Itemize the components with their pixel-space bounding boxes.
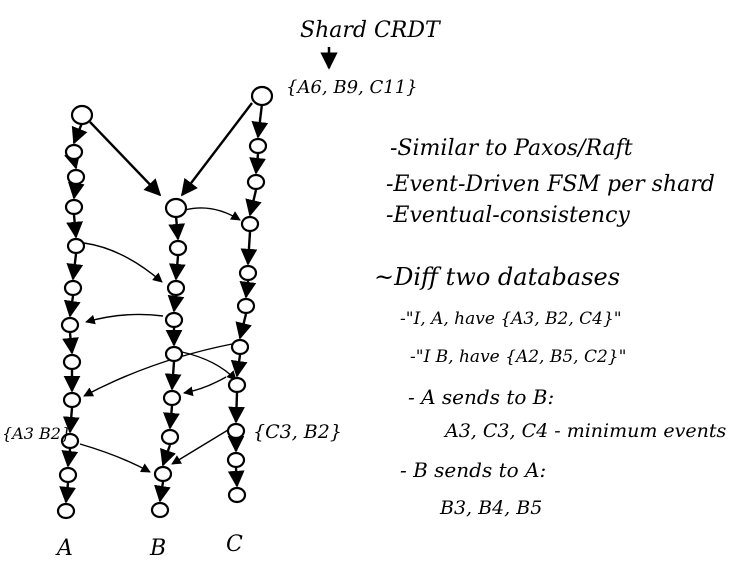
event-node-a-10 (58, 466, 78, 484)
edge-b-2 (167, 294, 185, 313)
event-node-a-0 (70, 104, 94, 126)
edge-b-6 (160, 444, 176, 467)
edge-a-3 (66, 214, 83, 239)
event-node-c-6 (230, 338, 250, 356)
column-label-a: A (57, 536, 73, 561)
diagram-title: Shard CRDT (300, 18, 440, 43)
event-node-c-0 (250, 85, 274, 107)
diff-heading: ~Diff two databases (374, 263, 621, 291)
diff-step-b-events: B3, B4, B5 (440, 497, 543, 519)
diff-step-a-has: -"I, A, have {A3, B2, C4}" (400, 309, 622, 329)
edge-c-to-a (83, 343, 233, 397)
edge-a-4 (66, 253, 84, 281)
event-node-a-8 (62, 391, 82, 409)
event-node-b-7 (153, 465, 173, 483)
edge-b-to-c (181, 351, 237, 381)
event-node-a-3 (64, 198, 84, 216)
event-node-a-6 (60, 316, 80, 334)
event-node-b-4 (164, 345, 184, 363)
edge-a0-to-b0 (89, 121, 162, 197)
event-node-b-1 (168, 239, 188, 257)
edge-b-4 (164, 361, 182, 391)
column-label-c: C (226, 532, 243, 557)
edge-a-1 (64, 151, 81, 170)
event-node-c-4 (238, 264, 258, 282)
edge-c-6 (230, 354, 248, 378)
note-eventual-consistency: -Eventual-consistency (386, 203, 630, 228)
event-node-c-2 (246, 173, 266, 191)
event-node-b-0 (164, 197, 188, 219)
event-node-b-2 (166, 279, 186, 297)
edge-a-8 (62, 407, 80, 434)
event-node-c-1 (248, 137, 268, 155)
event-node-b-6 (160, 428, 180, 446)
edge-a-6 (62, 332, 79, 355)
event-node-b-3 (164, 311, 184, 329)
note-event-driven: -Event-Driven FSM per shard (386, 172, 715, 197)
event-node-c-5 (236, 297, 256, 315)
edge-a-to-b-late (79, 443, 151, 473)
edge-c-9 (227, 467, 245, 488)
event-node-c-9 (226, 451, 246, 469)
edge-a-to-b (83, 242, 163, 283)
event-node-a-2 (66, 168, 86, 186)
edge-c-to-b-late (171, 429, 229, 465)
edge-b-1 (168, 255, 186, 281)
edge-c-5 (235, 313, 252, 340)
diff-step-b-sends: - B sends to A: (400, 458, 547, 482)
event-node-a-11 (56, 502, 76, 520)
diff-step-b-has: -"I B, have {A2, B5, C2}" (410, 347, 627, 367)
edge-a-0 (71, 122, 88, 145)
edge-b-to-a (85, 313, 164, 325)
edge-c-0 (251, 103, 269, 139)
event-node-c-8 (226, 422, 246, 440)
brace-label-c: {C3, B2} (253, 421, 342, 443)
event-node-a-4 (66, 237, 86, 255)
edge-b0-to-c (184, 207, 241, 221)
edge-c-7 (228, 392, 245, 424)
edge-c-to-b (183, 376, 227, 397)
edge-a-5 (63, 295, 81, 318)
edge-c-1 (249, 153, 266, 175)
edge-b-0 (168, 215, 186, 241)
note-paxos-raft: -Similar to Paxos/Raft (390, 136, 633, 161)
edge-a-10 (59, 482, 76, 504)
event-node-a-5 (63, 279, 83, 297)
edge-c-2 (245, 189, 262, 217)
edge-a-2 (67, 181, 85, 200)
column-label-b: B (150, 536, 167, 561)
diff-step-a-events: A3, C3, C4 - minimum events (445, 420, 727, 442)
event-node-c-10 (227, 486, 247, 504)
edge-c-3 (240, 231, 258, 266)
edge-a-9 (61, 448, 79, 468)
edge-b-5 (163, 405, 180, 430)
event-node-b-5 (162, 389, 182, 407)
brace-label-a: {A3 B2} (2, 424, 72, 443)
event-node-a-9 (60, 432, 80, 450)
edge-b-7 (154, 481, 171, 503)
event-node-a-7 (62, 353, 82, 371)
event-node-b-8 (150, 501, 170, 519)
event-node-c-7 (227, 376, 247, 394)
frontier-label: {A6, B9, C11} (286, 77, 418, 98)
edge-c0-to-b0 (180, 102, 253, 197)
diff-step-a-sends: - A sends to B: (408, 385, 555, 409)
event-node-a-1 (64, 143, 84, 161)
event-node-c-3 (240, 215, 260, 233)
edge-c-4 (239, 280, 257, 299)
